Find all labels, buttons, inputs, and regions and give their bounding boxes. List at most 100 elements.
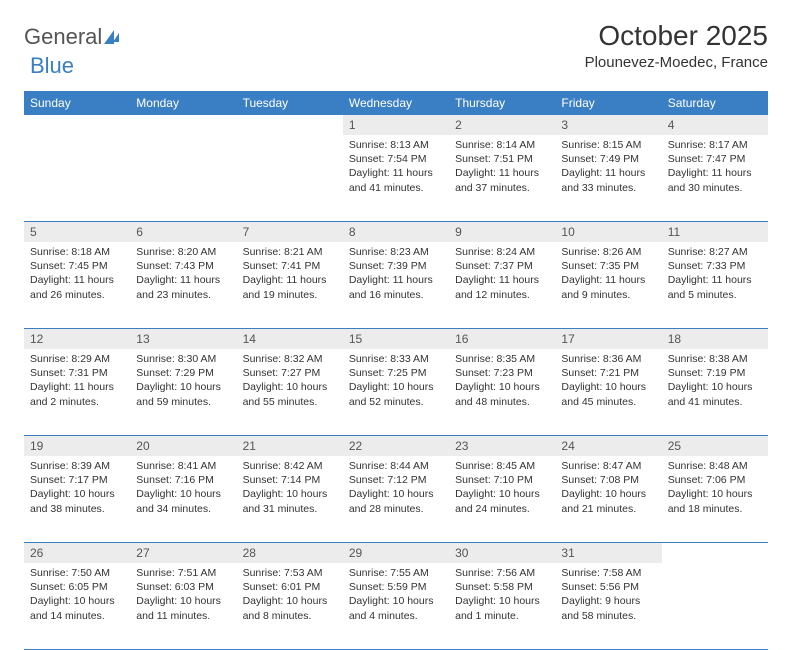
day-number: 3 <box>555 115 661 135</box>
daylight-text: Daylight: 10 hours and 48 minutes. <box>455 380 549 408</box>
day-cell <box>130 135 236 222</box>
sunset-text: Sunset: 7:39 PM <box>349 259 443 273</box>
day-details: Sunrise: 8:30 AMSunset: 7:29 PMDaylight:… <box>130 349 236 414</box>
day-number: 27 <box>130 543 236 564</box>
day-number: 14 <box>237 329 343 350</box>
daylight-text: Daylight: 9 hours and 58 minutes. <box>561 594 655 622</box>
day-details: Sunrise: 8:13 AMSunset: 7:54 PMDaylight:… <box>343 135 449 200</box>
daylight-text: Daylight: 11 hours and 2 minutes. <box>30 380 124 408</box>
day-number: 17 <box>555 329 661 350</box>
daylight-text: Daylight: 11 hours and 41 minutes. <box>349 166 443 194</box>
daynum-row: 567891011 <box>24 222 768 243</box>
day-number <box>237 115 343 135</box>
daylight-text: Daylight: 11 hours and 33 minutes. <box>561 166 655 194</box>
daylight-text: Daylight: 10 hours and 4 minutes. <box>349 594 443 622</box>
day-details: Sunrise: 8:24 AMSunset: 7:37 PMDaylight:… <box>449 242 555 307</box>
day-number: 28 <box>237 543 343 564</box>
day-cell: Sunrise: 8:13 AMSunset: 7:54 PMDaylight:… <box>343 135 449 222</box>
day-number: 15 <box>343 329 449 350</box>
day-details: Sunrise: 7:50 AMSunset: 6:05 PMDaylight:… <box>24 563 130 628</box>
day-number: 26 <box>24 543 130 564</box>
weekday-header: Thursday <box>449 91 555 115</box>
day-details: Sunrise: 7:56 AMSunset: 5:58 PMDaylight:… <box>449 563 555 628</box>
weekday-header: Saturday <box>662 91 768 115</box>
calendar-table: Sunday Monday Tuesday Wednesday Thursday… <box>24 91 768 650</box>
day-cell: Sunrise: 8:20 AMSunset: 7:43 PMDaylight:… <box>130 242 236 329</box>
day-number: 24 <box>555 436 661 457</box>
day-cell <box>24 135 130 222</box>
sunset-text: Sunset: 7:33 PM <box>668 259 762 273</box>
sunrise-text: Sunrise: 8:18 AM <box>30 245 124 259</box>
day-details: Sunrise: 8:23 AMSunset: 7:39 PMDaylight:… <box>343 242 449 307</box>
daynum-row: 12131415161718 <box>24 329 768 350</box>
day-cell: Sunrise: 8:26 AMSunset: 7:35 PMDaylight:… <box>555 242 661 329</box>
day-number <box>24 115 130 135</box>
sunrise-text: Sunrise: 7:53 AM <box>243 566 337 580</box>
sunset-text: Sunset: 5:59 PM <box>349 580 443 594</box>
daylight-text: Daylight: 11 hours and 12 minutes. <box>455 273 549 301</box>
sunset-text: Sunset: 6:05 PM <box>30 580 124 594</box>
day-number: 29 <box>343 543 449 564</box>
sunset-text: Sunset: 7:54 PM <box>349 152 443 166</box>
sunset-text: Sunset: 7:45 PM <box>30 259 124 273</box>
day-number: 19 <box>24 436 130 457</box>
daylight-text: Daylight: 10 hours and 21 minutes. <box>561 487 655 515</box>
sunrise-text: Sunrise: 8:26 AM <box>561 245 655 259</box>
day-number: 25 <box>662 436 768 457</box>
day-details: Sunrise: 8:42 AMSunset: 7:14 PMDaylight:… <box>237 456 343 521</box>
day-number: 22 <box>343 436 449 457</box>
daylight-text: Daylight: 10 hours and 38 minutes. <box>30 487 124 515</box>
sunrise-text: Sunrise: 8:42 AM <box>243 459 337 473</box>
day-cell: Sunrise: 8:41 AMSunset: 7:16 PMDaylight:… <box>130 456 236 543</box>
day-details: Sunrise: 8:33 AMSunset: 7:25 PMDaylight:… <box>343 349 449 414</box>
day-cell: Sunrise: 8:39 AMSunset: 7:17 PMDaylight:… <box>24 456 130 543</box>
sunset-text: Sunset: 7:43 PM <box>136 259 230 273</box>
logo-triangle-icon <box>113 33 119 42</box>
weekday-header: Sunday <box>24 91 130 115</box>
day-details: Sunrise: 7:53 AMSunset: 6:01 PMDaylight:… <box>237 563 343 628</box>
day-cell: Sunrise: 8:21 AMSunset: 7:41 PMDaylight:… <box>237 242 343 329</box>
day-cell: Sunrise: 8:23 AMSunset: 7:39 PMDaylight:… <box>343 242 449 329</box>
sunrise-text: Sunrise: 7:55 AM <box>349 566 443 580</box>
sunrise-text: Sunrise: 8:15 AM <box>561 138 655 152</box>
sunrise-text: Sunrise: 8:38 AM <box>668 352 762 366</box>
day-cell: Sunrise: 7:58 AMSunset: 5:56 PMDaylight:… <box>555 563 661 650</box>
day-cell: Sunrise: 7:55 AMSunset: 5:59 PMDaylight:… <box>343 563 449 650</box>
day-cell: Sunrise: 8:35 AMSunset: 7:23 PMDaylight:… <box>449 349 555 436</box>
weekday-header: Wednesday <box>343 91 449 115</box>
week-row: Sunrise: 8:13 AMSunset: 7:54 PMDaylight:… <box>24 135 768 222</box>
sunrise-text: Sunrise: 8:14 AM <box>455 138 549 152</box>
sunrise-text: Sunrise: 8:33 AM <box>349 352 443 366</box>
day-details: Sunrise: 8:21 AMSunset: 7:41 PMDaylight:… <box>237 242 343 307</box>
day-cell: Sunrise: 8:14 AMSunset: 7:51 PMDaylight:… <box>449 135 555 222</box>
sunset-text: Sunset: 7:08 PM <box>561 473 655 487</box>
sunrise-text: Sunrise: 7:50 AM <box>30 566 124 580</box>
sunset-text: Sunset: 6:01 PM <box>243 580 337 594</box>
sunset-text: Sunset: 7:47 PM <box>668 152 762 166</box>
daylight-text: Daylight: 11 hours and 5 minutes. <box>668 273 762 301</box>
day-cell: Sunrise: 8:17 AMSunset: 7:47 PMDaylight:… <box>662 135 768 222</box>
daylight-text: Daylight: 11 hours and 26 minutes. <box>30 273 124 301</box>
daylight-text: Daylight: 10 hours and 11 minutes. <box>136 594 230 622</box>
day-details: Sunrise: 8:26 AMSunset: 7:35 PMDaylight:… <box>555 242 661 307</box>
day-number: 1 <box>343 115 449 135</box>
day-number: 18 <box>662 329 768 350</box>
sunset-text: Sunset: 7:21 PM <box>561 366 655 380</box>
sunset-text: Sunset: 7:51 PM <box>455 152 549 166</box>
day-number: 23 <box>449 436 555 457</box>
day-details: Sunrise: 7:55 AMSunset: 5:59 PMDaylight:… <box>343 563 449 628</box>
day-details: Sunrise: 8:27 AMSunset: 7:33 PMDaylight:… <box>662 242 768 307</box>
sunrise-text: Sunrise: 8:39 AM <box>30 459 124 473</box>
title-block: October 2025 Plounevez-Moedec, France <box>585 20 768 71</box>
sunset-text: Sunset: 7:17 PM <box>30 473 124 487</box>
sunrise-text: Sunrise: 8:30 AM <box>136 352 230 366</box>
daynum-row: 19202122232425 <box>24 436 768 457</box>
day-details: Sunrise: 8:38 AMSunset: 7:19 PMDaylight:… <box>662 349 768 414</box>
daylight-text: Daylight: 10 hours and 24 minutes. <box>455 487 549 515</box>
day-cell: Sunrise: 8:27 AMSunset: 7:33 PMDaylight:… <box>662 242 768 329</box>
logo-text-blue: Blue <box>30 53 74 78</box>
day-number: 13 <box>130 329 236 350</box>
page-title: October 2025 <box>585 20 768 52</box>
daylight-text: Daylight: 10 hours and 28 minutes. <box>349 487 443 515</box>
sunset-text: Sunset: 5:58 PM <box>455 580 549 594</box>
